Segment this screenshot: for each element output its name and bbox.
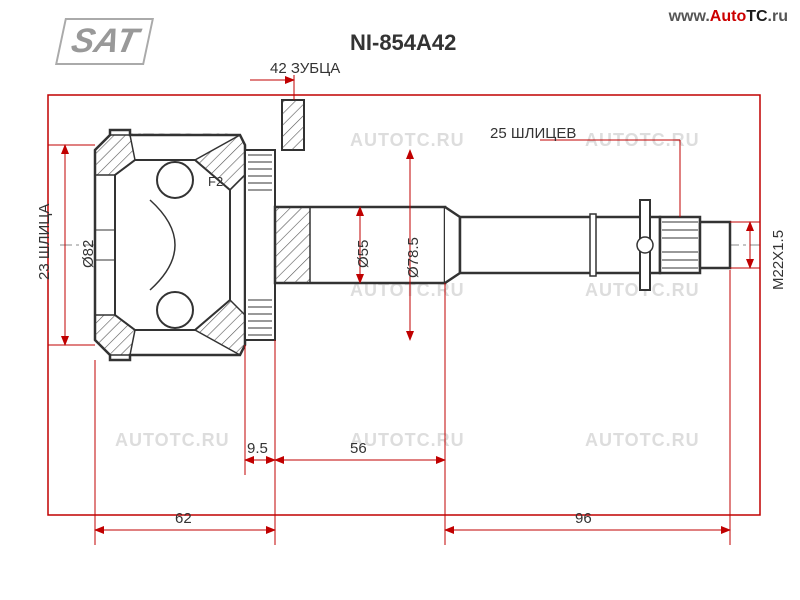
dim-h3: 62 (175, 510, 192, 527)
dim-h4: 96 (575, 510, 592, 527)
dim-d-inner: Ø55 (355, 240, 372, 268)
technical-drawing (0, 0, 800, 600)
dim-h2: 56 (350, 440, 367, 457)
label-teeth: 42 ЗУБЦА (270, 60, 340, 77)
dim-d-outer: Ø82 (80, 240, 97, 268)
shaft (275, 200, 730, 290)
label-splines-in: 23 ШЛИЦА (36, 204, 53, 280)
label-splines-out: 25 ШЛИЦЕВ (490, 125, 576, 142)
dim-thread: M22X1.5 (770, 230, 787, 290)
dim-d-ring: Ø78.5 (405, 237, 422, 278)
label-f2: F2 (208, 174, 223, 189)
cup-body (95, 130, 245, 360)
dim-h1: 9.5 (247, 440, 268, 457)
